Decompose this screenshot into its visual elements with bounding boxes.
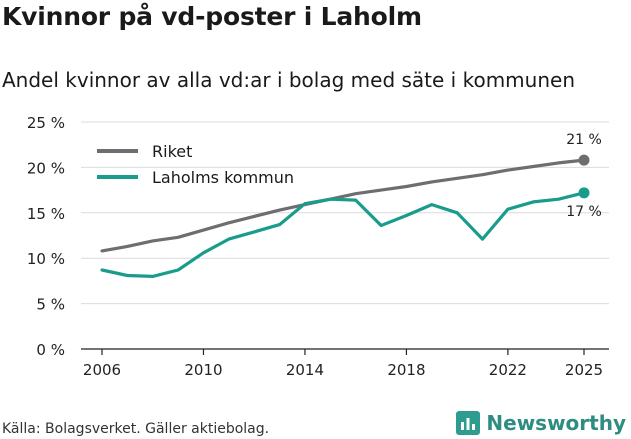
y-tick-label: 5 % xyxy=(36,296,65,314)
series-end-point xyxy=(578,187,590,199)
line-chart: 0 % 5 % 10 % 15 % 20 % 25 % 2006 2010 2014 2018 20… xyxy=(27,114,609,379)
source-note: Källa: Bolagsverket. Gäller aktiebolag. xyxy=(2,421,270,437)
x-tick-label: 2025 xyxy=(565,361,603,379)
x-tick-label: 2006 xyxy=(83,361,121,379)
x-tick-label: 2014 xyxy=(286,361,324,379)
y-tick-label: 20 % xyxy=(27,159,65,177)
x-tick-label: 2018 xyxy=(387,361,425,379)
series-end-point xyxy=(578,154,590,166)
x-tick-label: 2010 xyxy=(184,361,222,379)
chart-subtitle: Andel kvinnor av alla vd:ar i bolag med … xyxy=(2,68,575,92)
series-end-label: 21 % xyxy=(566,132,602,148)
series-line-laholm xyxy=(100,191,586,278)
y-tick-label: 25 % xyxy=(27,114,65,132)
x-tick-label: 2022 xyxy=(489,361,527,379)
legend-label: Riket xyxy=(152,142,192,161)
series-line-riket xyxy=(100,158,586,253)
newsworthy-logo-icon xyxy=(456,411,481,435)
chart-title: Kvinnor på vd-poster i Laholm xyxy=(2,2,422,31)
y-tick-label: 0 % xyxy=(36,341,65,359)
brand-name: Newsworthy xyxy=(486,411,626,435)
y-tick-label: 15 % xyxy=(27,205,65,223)
y-tick-label: 10 % xyxy=(27,250,65,268)
legend-label: Laholms kommun xyxy=(152,168,294,187)
brand-logo: Newsworthy xyxy=(456,408,626,438)
series-end-label: 17 % xyxy=(566,204,602,220)
